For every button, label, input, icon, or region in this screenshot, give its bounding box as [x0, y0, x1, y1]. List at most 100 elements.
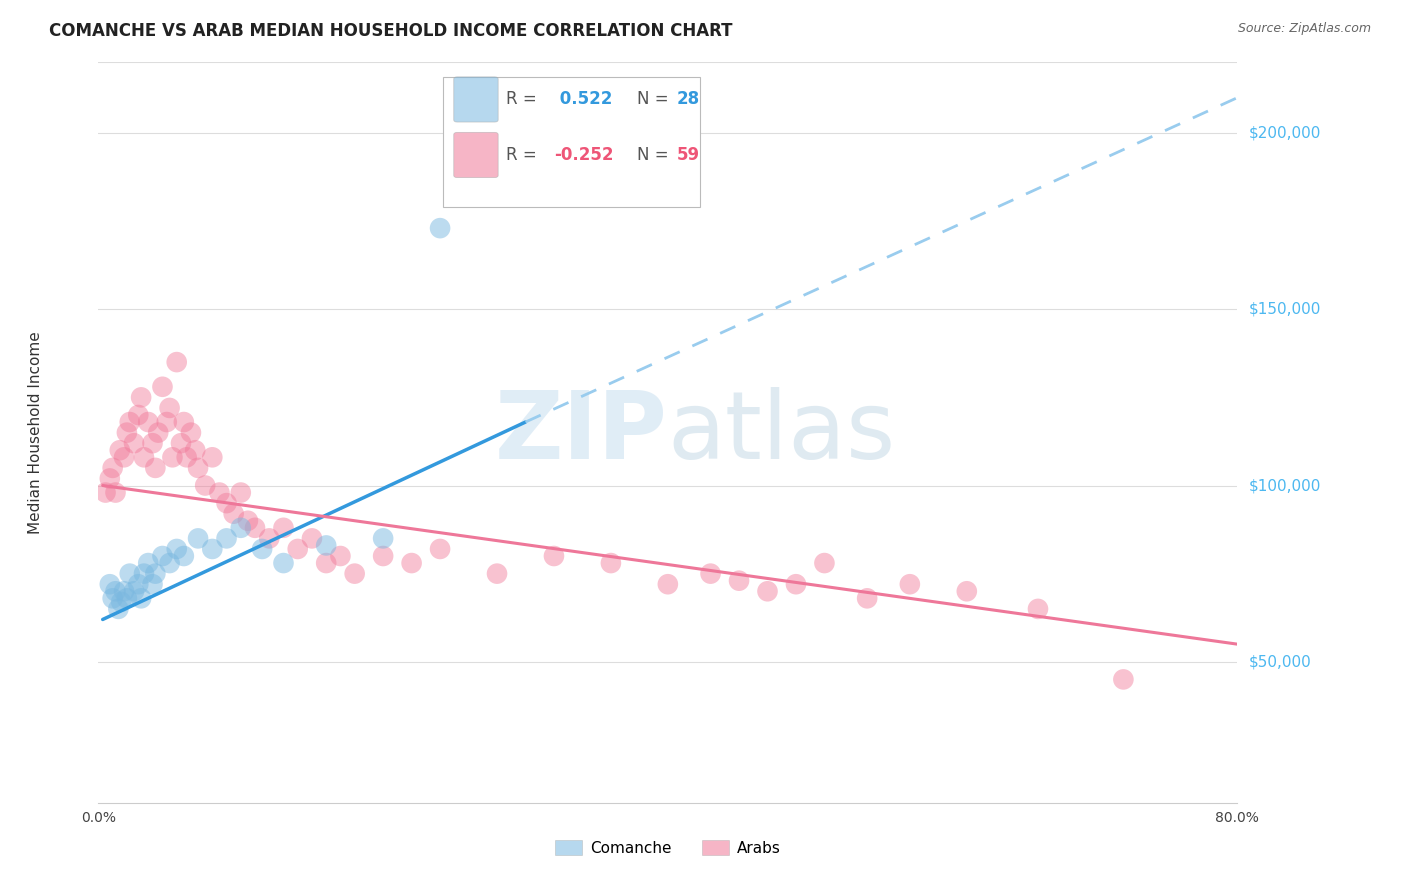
Point — [187, 532, 209, 546]
Point — [94, 485, 117, 500]
Point — [159, 401, 181, 415]
Point — [98, 471, 121, 485]
Point — [107, 602, 129, 616]
Text: R =: R = — [506, 146, 537, 164]
Text: 28: 28 — [676, 90, 700, 109]
Point — [136, 415, 159, 429]
Point — [222, 507, 245, 521]
Point — [728, 574, 751, 588]
Point — [132, 450, 155, 465]
Point — [401, 556, 423, 570]
Point — [115, 591, 138, 606]
Point — [250, 541, 273, 556]
Point — [122, 436, 145, 450]
Point — [315, 556, 337, 570]
Point — [152, 549, 174, 563]
Point — [301, 532, 323, 546]
Text: 0.522: 0.522 — [554, 90, 613, 109]
Point — [118, 566, 141, 581]
Point — [1112, 673, 1135, 687]
Point — [162, 450, 184, 465]
Point — [229, 485, 252, 500]
Point — [429, 541, 451, 556]
Point — [956, 584, 979, 599]
Point — [166, 355, 188, 369]
Point — [132, 566, 155, 581]
Point — [201, 450, 224, 465]
Text: $200,000: $200,000 — [1249, 126, 1320, 140]
Point — [259, 532, 281, 546]
Text: 59: 59 — [676, 146, 700, 164]
Point — [152, 380, 174, 394]
Point — [229, 521, 252, 535]
Point — [173, 415, 195, 429]
Point — [187, 461, 209, 475]
Point — [173, 549, 195, 563]
Point — [898, 577, 921, 591]
Text: Median Household Income: Median Household Income — [28, 331, 44, 534]
Point — [315, 538, 337, 552]
Point — [112, 450, 135, 465]
Point — [104, 485, 127, 500]
Point — [856, 591, 879, 606]
Point — [236, 514, 259, 528]
Point — [101, 461, 124, 475]
Text: $150,000: $150,000 — [1249, 301, 1320, 317]
Point — [98, 577, 121, 591]
Point — [176, 450, 198, 465]
Point — [129, 390, 152, 404]
Point — [373, 549, 395, 563]
Point — [122, 584, 145, 599]
Point — [118, 415, 141, 429]
Point — [486, 566, 509, 581]
Legend: Comanche, Arabs: Comanche, Arabs — [548, 834, 787, 862]
Point — [208, 485, 231, 500]
Point — [1026, 602, 1049, 616]
Point — [145, 461, 167, 475]
Point — [141, 436, 163, 450]
Point — [184, 443, 207, 458]
Point — [136, 556, 159, 570]
Point — [112, 584, 135, 599]
Point — [166, 541, 188, 556]
Point — [110, 595, 132, 609]
Text: R =: R = — [506, 90, 537, 109]
Text: $50,000: $50,000 — [1249, 654, 1312, 669]
Point — [600, 556, 623, 570]
Point — [287, 541, 309, 556]
Text: -0.252: -0.252 — [554, 146, 613, 164]
Point — [129, 591, 152, 606]
Point — [108, 443, 131, 458]
Point — [243, 521, 266, 535]
Point — [813, 556, 835, 570]
Point — [148, 425, 170, 440]
Point — [756, 584, 779, 599]
Point — [543, 549, 565, 563]
Point — [657, 577, 679, 591]
Point — [104, 584, 127, 599]
Point — [159, 556, 181, 570]
Point — [329, 549, 352, 563]
Point — [215, 532, 238, 546]
Point — [170, 436, 193, 450]
Text: atlas: atlas — [668, 386, 896, 479]
Point — [429, 221, 451, 235]
Point — [180, 425, 202, 440]
FancyBboxPatch shape — [454, 132, 498, 178]
Point — [215, 496, 238, 510]
FancyBboxPatch shape — [454, 77, 498, 122]
Point — [115, 425, 138, 440]
Text: $100,000: $100,000 — [1249, 478, 1320, 493]
Text: N =: N = — [637, 90, 669, 109]
Point — [156, 415, 179, 429]
Text: COMANCHE VS ARAB MEDIAN HOUSEHOLD INCOME CORRELATION CHART: COMANCHE VS ARAB MEDIAN HOUSEHOLD INCOME… — [49, 22, 733, 40]
Point — [194, 478, 217, 492]
Point — [141, 577, 163, 591]
Point — [343, 566, 366, 581]
Point — [273, 521, 295, 535]
Text: Source: ZipAtlas.com: Source: ZipAtlas.com — [1237, 22, 1371, 36]
Point — [127, 577, 149, 591]
Point — [101, 591, 124, 606]
Point — [373, 532, 395, 546]
Point — [785, 577, 807, 591]
